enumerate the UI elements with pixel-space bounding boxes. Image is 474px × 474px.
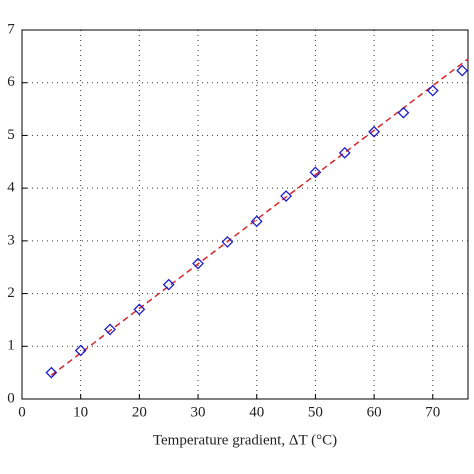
data-point: [221, 235, 234, 248]
x-tick-label: 40: [249, 404, 264, 420]
data-point: [426, 84, 439, 97]
x-tick-label: 60: [367, 404, 382, 420]
x-tick-label: 50: [308, 404, 323, 420]
data-point: [192, 257, 204, 270]
data-point: [456, 64, 469, 77]
data-point: [133, 303, 146, 316]
y-tick-label: 4: [7, 180, 15, 196]
x-tick-label: 30: [191, 404, 206, 420]
y-tick-label: 1: [7, 338, 15, 354]
fit-line: [50, 58, 469, 376]
y-tick-label: 3: [7, 232, 15, 248]
data-point: [280, 190, 292, 202]
data-point: [162, 278, 175, 291]
data-point: [45, 366, 58, 379]
data-point: [104, 323, 116, 336]
y-tick-label: 5: [7, 127, 15, 143]
data-point: [397, 106, 410, 119]
x-tick-label: 0: [18, 404, 26, 420]
y-tick-label: 0: [7, 390, 15, 406]
x-tick-label: 10: [73, 404, 88, 420]
x-axis-label: Temperature gradient, ΔT (°C): [153, 432, 337, 448]
data-point: [74, 344, 87, 357]
y-tick-label: 2: [7, 285, 15, 301]
data-point: [338, 146, 351, 159]
data-point: [368, 125, 381, 138]
y-tick-label: 6: [7, 74, 15, 90]
plot-frame: [21, 29, 469, 400]
x-tick-label: 20: [132, 404, 147, 420]
y-tick-label: 7: [7, 21, 15, 37]
data-point: [250, 215, 263, 228]
x-tick-label: 70: [425, 404, 440, 420]
data-point: [309, 166, 322, 179]
